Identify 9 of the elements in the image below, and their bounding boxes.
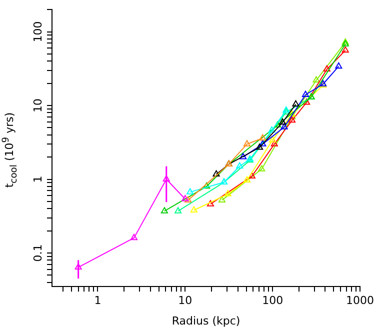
- y-tick-label: 0.1: [31, 244, 44, 262]
- x-tick-label: 100: [262, 294, 284, 308]
- x-tick-label: 1000: [346, 294, 374, 308]
- x-tick-label: 10: [178, 294, 192, 308]
- x-tick-label: 1: [94, 294, 102, 308]
- y-tick-label: 10: [31, 98, 44, 113]
- y-tick-label: 100: [31, 21, 44, 42]
- y-tick-label: 1: [31, 176, 44, 183]
- x-axis-title: Radius (kpc): [172, 314, 240, 328]
